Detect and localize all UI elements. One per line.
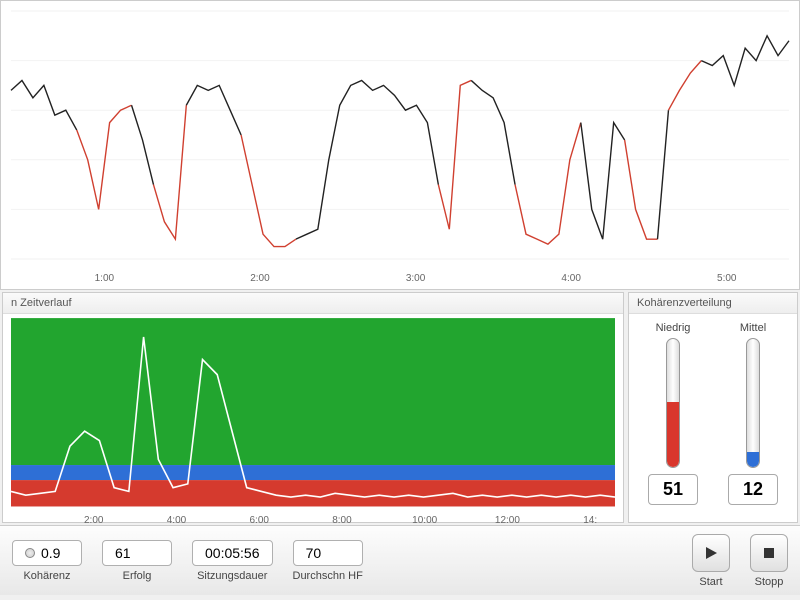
hr-timeline-chart: 1:00 2:00 3:00 4:00 5:00 (0, 0, 800, 290)
zeitverlauf-svg: 2:00 4:00 6:00 8:00 10:00 12:00 14: (3, 314, 623, 529)
thermo-fill (747, 452, 759, 467)
sitzungsdauer-value-box[interactable]: 00:05:56 (192, 540, 273, 566)
sitzungsdauer-value: 00:05:56 (205, 545, 260, 561)
svg-text:14:: 14: (583, 515, 597, 526)
kohaerenzverteilung-panel: Kohärenzverteilung Niedrig 51 Mittel 12 (628, 292, 798, 523)
thermo-label: Mittel (740, 322, 766, 334)
svg-text:12:00: 12:00 (495, 515, 520, 526)
stopp-label: Stopp (755, 576, 784, 588)
start-button[interactable] (692, 534, 730, 572)
thermo-value: 51 (648, 474, 698, 505)
stop-icon (762, 546, 776, 560)
thermo-value: 12 (728, 474, 778, 505)
durchschn-hf-label: Durchschn HF (293, 570, 363, 582)
svg-text:1:00: 1:00 (95, 273, 115, 284)
bottom-toolbar: 0.9 Kohärenz 61 Erfolg 00:05:56 Sitzungs… (0, 525, 800, 595)
thermometer-mittel: Mittel 12 (728, 322, 778, 518)
svg-text:4:00: 4:00 (167, 515, 187, 526)
erfolg-label: Erfolg (123, 570, 152, 582)
thermo-fill (667, 402, 679, 467)
thermometer-icon (746, 338, 760, 468)
durchschn-hf-value-box[interactable]: 70 (293, 540, 363, 566)
metric-kohaerenz: 0.9 Kohärenz (12, 540, 82, 582)
metric-sitzungsdauer: 00:05:56 Sitzungsdauer (192, 540, 273, 582)
svg-text:10:00: 10:00 (412, 515, 437, 526)
kohaerenz-value: 0.9 (41, 545, 60, 561)
start-label: Start (699, 576, 722, 588)
metric-erfolg: 61 Erfolg (102, 540, 172, 582)
svg-text:6:00: 6:00 (249, 515, 269, 526)
zeitverlauf-panel: n Zeitverlauf 2:00 4:00 6:00 8:00 10:00 12:00… (2, 292, 624, 523)
stopp-button[interactable] (750, 534, 788, 572)
svg-text:2:00: 2:00 (84, 515, 104, 526)
metric-durchschn-hf: 70 Durchschn HF (293, 540, 363, 582)
svg-text:4:00: 4:00 (561, 273, 581, 284)
svg-text:8:00: 8:00 (332, 515, 352, 526)
thermo-body (663, 338, 683, 468)
kohaerenz-label: Kohärenz (23, 570, 70, 582)
start-button-group: Start (692, 534, 730, 588)
radio-icon (25, 548, 35, 558)
thermo-label: Niedrig (656, 322, 691, 334)
svg-text:3:00: 3:00 (406, 273, 426, 284)
erfolg-value: 61 (115, 545, 131, 561)
svg-text:5:00: 5:00 (717, 273, 737, 284)
zeitverlauf-title: n Zeitverlauf (3, 293, 623, 314)
sitzungsdauer-label: Sitzungsdauer (197, 570, 267, 582)
durchschn-hf-value: 70 (306, 545, 322, 561)
thermometer-niedrig: Niedrig 51 (648, 322, 698, 518)
erfolg-value-box[interactable]: 61 (102, 540, 172, 566)
play-icon (703, 545, 719, 561)
svg-text:2:00: 2:00 (250, 273, 270, 284)
stopp-button-group: Stopp (750, 534, 788, 588)
thermo-body (743, 338, 763, 468)
kohaerenz-value-box[interactable]: 0.9 (12, 540, 82, 566)
thermometer-icon (666, 338, 680, 468)
hr-timeline-svg: 1:00 2:00 3:00 4:00 5:00 (1, 1, 799, 289)
kohaerenzverteilung-title: Kohärenzverteilung (629, 293, 797, 314)
